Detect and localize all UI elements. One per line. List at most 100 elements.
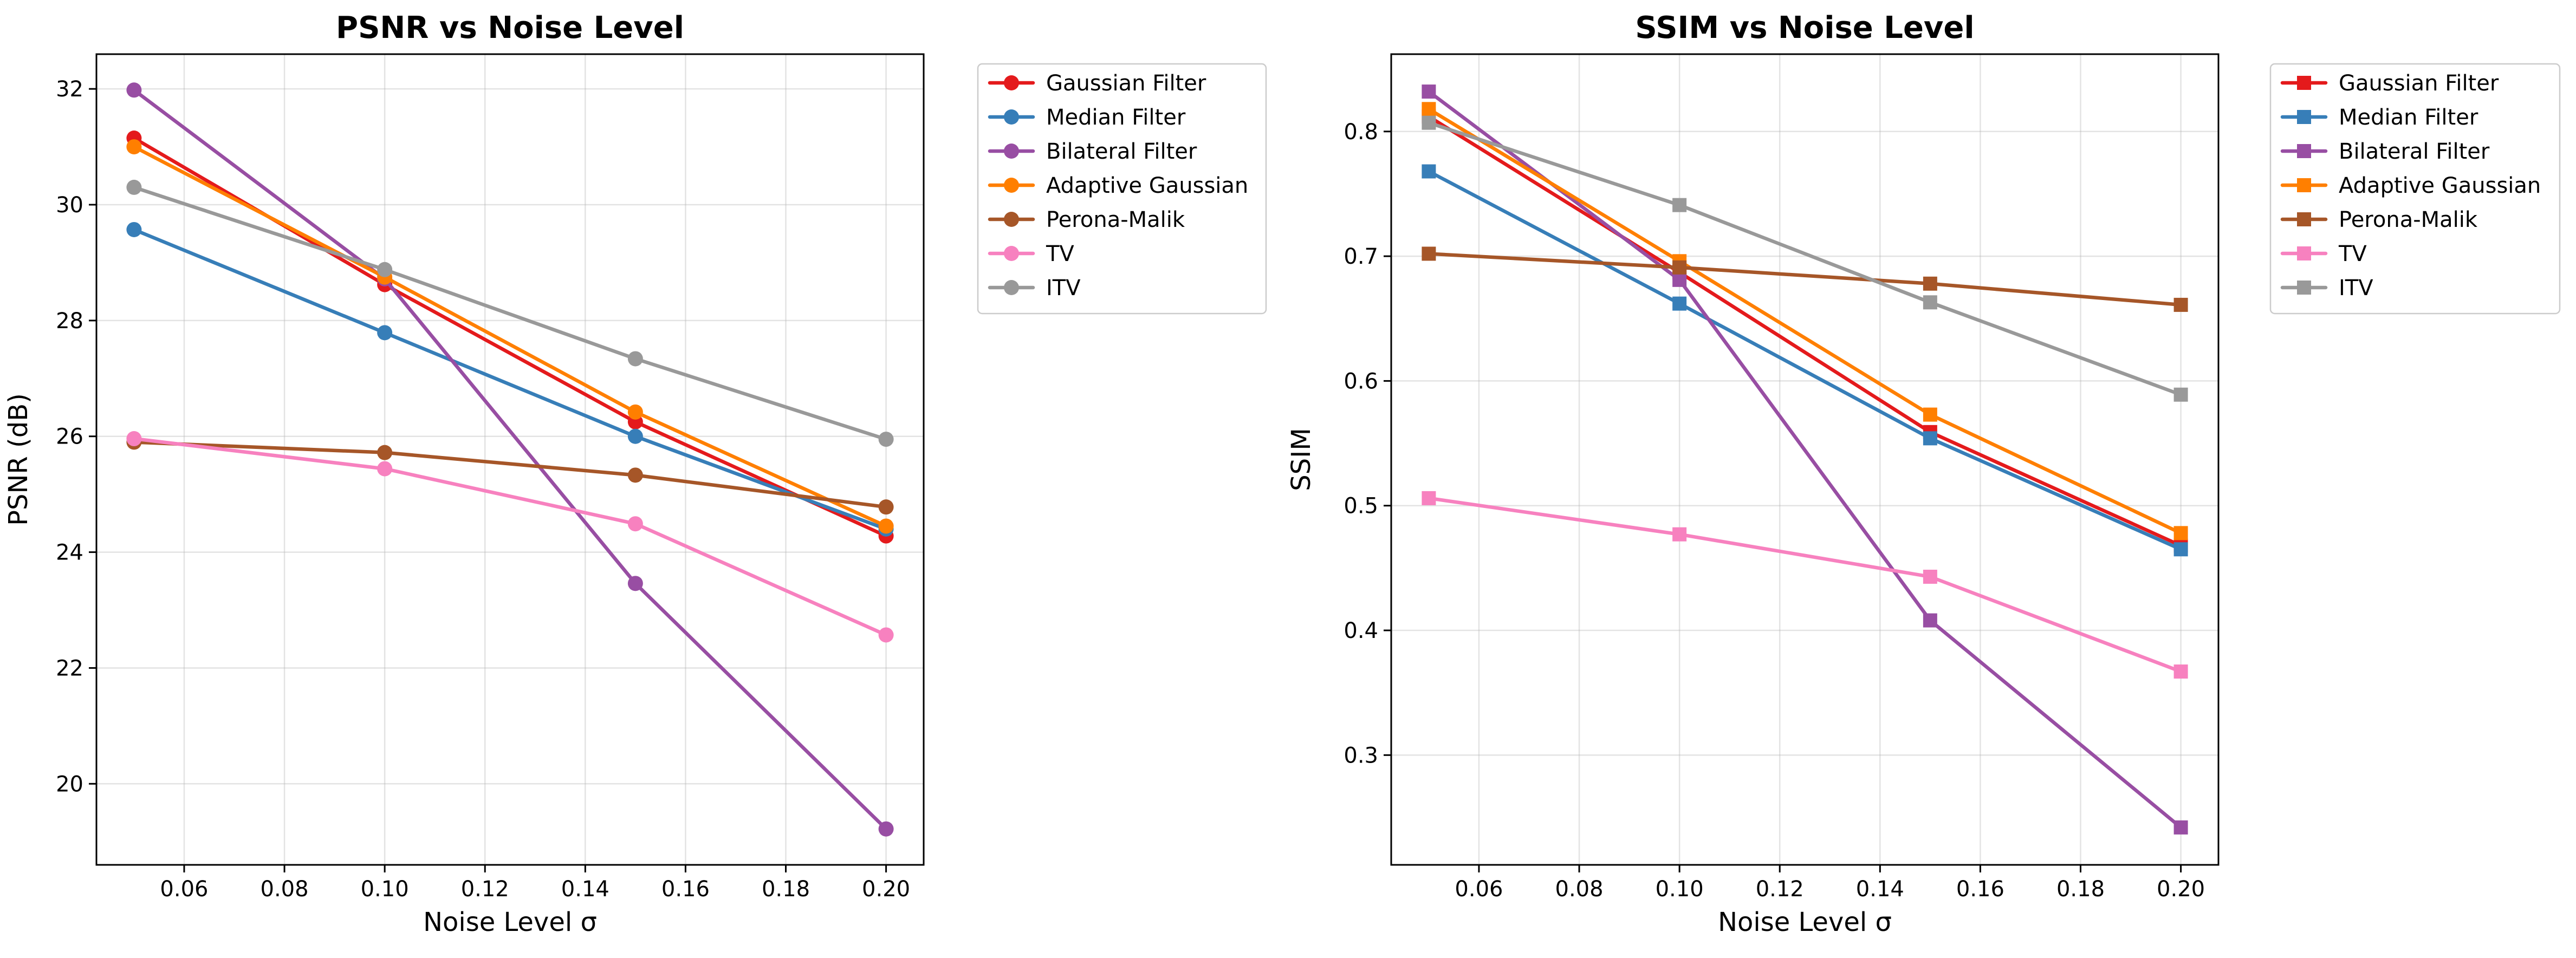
data-point	[1422, 84, 1436, 99]
y-tick-label: 26	[56, 425, 83, 449]
legend-label: Adaptive Gaussian	[2339, 173, 2541, 198]
data-point	[1422, 102, 1436, 116]
data-point	[1422, 246, 1436, 261]
data-point	[878, 499, 894, 515]
x-tick-label: 0.12	[461, 877, 509, 902]
data-point	[1672, 260, 1687, 275]
data-point	[2173, 542, 2188, 557]
legend-label: TV	[2338, 242, 2367, 266]
y-axis-label: PSNR (dB)	[3, 393, 34, 526]
chart-panel-1: 0.06 0.08 0.10 0.12 0.14 0.16 0.18 0.20 20 22 24 26…	[3, 10, 1267, 937]
legend-swatch-marker	[2297, 178, 2311, 192]
series-line-6	[1427, 496, 2183, 674]
data-point	[627, 351, 643, 367]
data-point	[126, 221, 142, 237]
legend-label: ITV	[1046, 276, 1081, 301]
data-point	[1422, 164, 1436, 179]
data-point	[1923, 407, 1937, 422]
data-point	[2173, 526, 2188, 540]
x-tick-label: 0.16	[661, 877, 710, 902]
data-point	[126, 139, 142, 155]
data-point	[377, 461, 393, 477]
series-line-7	[132, 185, 888, 441]
legend-swatch-marker	[1004, 246, 1019, 261]
x-tick-label: 0.18	[2056, 877, 2105, 902]
data-point	[1923, 295, 1937, 310]
legend-swatch-marker	[1004, 280, 1019, 295]
legend-label: Median Filter	[2339, 105, 2478, 130]
data-point	[2173, 387, 2188, 402]
y-tick-label: 24	[56, 540, 83, 565]
legend: Gaussian Filter Median Filter Bilateral Fi…	[2269, 63, 2561, 315]
y-tick-label: 30	[56, 193, 83, 218]
legend-label: Perona-Malik	[1046, 207, 1185, 232]
data-point	[377, 325, 393, 341]
legend-box	[977, 63, 1267, 315]
data-point	[627, 404, 643, 420]
legend-swatch-marker	[2297, 144, 2311, 158]
legend-swatch-marker	[1004, 212, 1019, 227]
x-tick-label: 0.14	[1856, 877, 1904, 902]
legend-swatch-marker	[1004, 178, 1019, 193]
x-tick-label: 0.08	[261, 877, 309, 902]
data-point	[1923, 613, 1937, 628]
x-tick-label: 0.20	[862, 877, 910, 902]
y-tick-label: 32	[56, 77, 83, 102]
data-point	[377, 262, 393, 277]
y-tick-label: 28	[56, 309, 83, 334]
data-point	[1923, 569, 1937, 584]
x-tick-label: 0.20	[2157, 877, 2205, 902]
series-line-5	[1427, 252, 2183, 307]
legend-swatch-marker	[2297, 281, 2311, 295]
x-tick-label: 0.12	[1756, 877, 1804, 902]
legend-label: ITV	[2339, 276, 2373, 301]
plot-frame	[95, 53, 925, 866]
data-point	[1672, 296, 1687, 311]
legend-label: TV	[1046, 242, 1074, 266]
y-tick-label: 22	[56, 656, 83, 681]
data-point	[126, 179, 142, 195]
legend-swatch-marker	[2297, 110, 2311, 124]
data-point	[878, 432, 894, 447]
legend: Gaussian Filter Median Filter Bilateral Fi…	[977, 63, 1267, 315]
x-tick-label: 0.06	[160, 877, 208, 902]
y-axis-label: SSIM	[1286, 428, 1316, 491]
legend-swatch-marker	[2297, 76, 2311, 90]
y-tick-label: 0.3	[1344, 743, 1378, 768]
data-point	[126, 82, 142, 98]
legend-swatch-marker	[1004, 144, 1019, 159]
data-point	[1422, 491, 1436, 505]
data-point	[377, 445, 393, 460]
legend-label: Median Filter	[1046, 105, 1186, 130]
data-point	[1672, 527, 1687, 542]
series-line-3	[132, 88, 888, 831]
data-point	[627, 467, 643, 483]
x-tick-label: 0.10	[361, 877, 409, 902]
series-line-2	[1427, 170, 2183, 551]
legend-box	[2269, 63, 2561, 315]
data-point	[878, 518, 894, 534]
y-tick-label: 0.7	[1344, 244, 1378, 269]
data-point	[2173, 820, 2188, 835]
x-tick-label: 0.18	[762, 877, 810, 902]
data-point	[2173, 664, 2188, 679]
legend-label: Gaussian Filter	[2339, 71, 2499, 96]
data-point	[627, 576, 643, 591]
legend-label: Bilateral Filter	[2339, 139, 2490, 164]
x-tick-label: 0.06	[1455, 877, 1503, 902]
x-axis-label: Noise Level σ	[423, 907, 597, 937]
series-line-7	[1427, 121, 2183, 396]
y-tick-label: 0.8	[1344, 120, 1378, 145]
x-axis-label: Noise Level σ	[1718, 907, 1892, 937]
data-point	[878, 627, 894, 643]
series-line-1	[1427, 114, 2183, 548]
data-point	[1422, 115, 1436, 130]
chart-panel-2: 0.06 0.08 0.10 0.12 0.14 0.16 0.18 0.20 0.3 0.4 0.…	[1286, 10, 2561, 937]
y-tick-label: 0.6	[1344, 369, 1378, 394]
legend-label: Perona-Malik	[2339, 207, 2478, 232]
data-point	[1923, 431, 1937, 446]
x-tick-label: 0.10	[1656, 877, 1704, 902]
data-point	[1672, 198, 1687, 212]
